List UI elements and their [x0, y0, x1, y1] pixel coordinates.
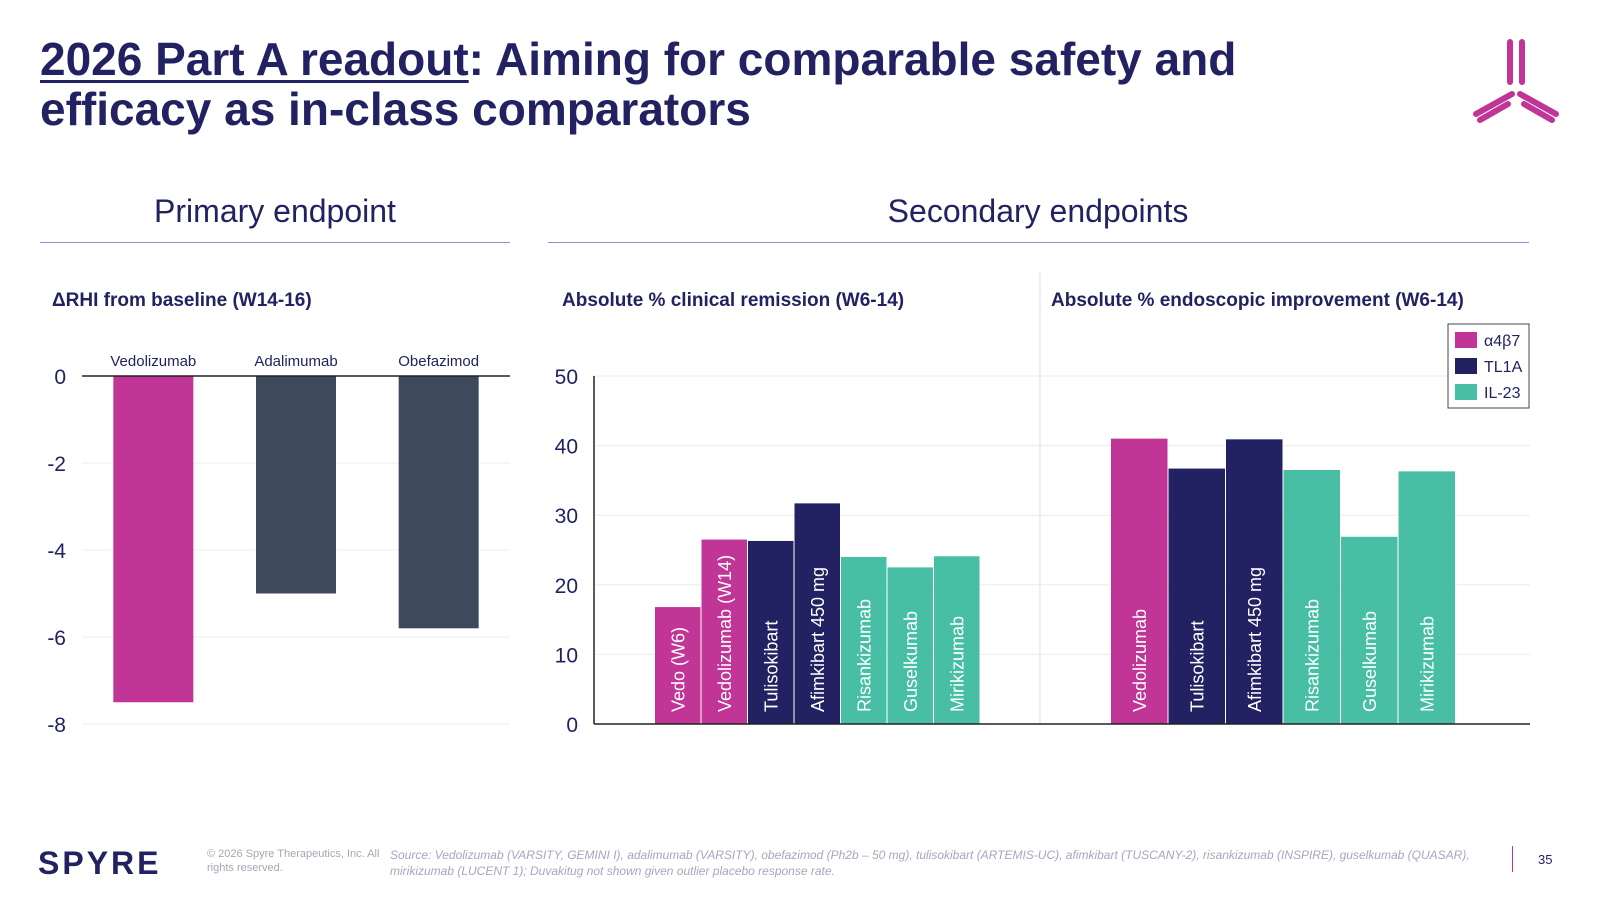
legend-swatch-4-7 [1455, 332, 1477, 348]
primary-divider [40, 242, 510, 243]
rhi-bar-obefazimod [398, 376, 479, 629]
secondary-y-tick-label: 40 [555, 436, 578, 459]
remission-bar-label: Vedolizumab (W14) [715, 555, 735, 712]
company-logo-icon [1473, 39, 1559, 123]
endoscopic-bar-label: Vedolizumab [1130, 609, 1150, 712]
primary-endpoint-heading: Primary endpoint [154, 193, 396, 229]
rhi-y-tick-label: 0 [54, 366, 66, 389]
rhi-category-label: Obefazimod [398, 353, 479, 370]
remission-bar-afimkibart-450-mg [794, 503, 840, 724]
copyright-text: © 2026 Spyre Therapeutics, Inc. All righ… [207, 848, 380, 874]
remission-bar-tulisokibart [748, 540, 794, 724]
legend-swatch-il-23 [1455, 384, 1477, 400]
endoscopic-bar-afimkibart-450-mg [1226, 439, 1283, 724]
secondary-y-tick-label: 20 [555, 575, 578, 598]
endoscopic-bar-guselkumab [1341, 536, 1398, 724]
rhi-category-label: Vedolizumab [110, 353, 196, 370]
spyre-wordmark: SPYRE [38, 845, 162, 881]
remission-bar-label: Tulisokibart [761, 621, 781, 712]
endoscopic-bar-vedolizumab [1111, 438, 1168, 724]
rhi-chart-title: ΔRHI from baseline (W14-16) [52, 290, 312, 311]
legend-label: IL-23 [1484, 385, 1521, 402]
title-highlight: 2026 Part A readout [40, 33, 469, 85]
rhi-y-tick-label: -6 [47, 627, 66, 650]
rhi-bar-adalimumab [256, 376, 336, 594]
endoscopic-bar-mirikizumab [1398, 471, 1455, 724]
remission-bar-mirikizumab [934, 556, 980, 724]
endoscopic-bar-label: Tulisokibart [1187, 621, 1207, 712]
secondary-y-tick-label: 50 [555, 366, 578, 389]
remission-bar-risankizumab [841, 556, 887, 724]
remission-bar-label: Mirikizumab [947, 616, 967, 712]
page-number: 35 [1538, 852, 1553, 867]
endoscopic-bar-risankizumab [1283, 469, 1340, 724]
remission-bar-label: Risankizumab [854, 599, 874, 712]
endoscopic-bar-label: Risankizumab [1302, 599, 1322, 712]
legend-label: TL1A [1484, 359, 1523, 376]
remission-bar-vedo-w6 [655, 607, 701, 724]
remission-chart-title: Absolute % clinical remission (W6-14) [562, 290, 905, 311]
title-rest: : Aiming for comparable safety and effic… [40, 33, 1237, 135]
page-title: 2026 Part A readout: Aiming for comparab… [40, 34, 1380, 134]
legend-label: α4β7 [1484, 333, 1520, 350]
secondary-y-tick-label: 10 [555, 644, 578, 667]
secondary-y-tick-label: 0 [566, 714, 578, 737]
remission-bar-vedolizumab-w14 [701, 539, 747, 724]
remission-bar-label: Guselkumab [901, 611, 921, 712]
endoscopic-chart-title: Absolute % endoscopic improvement (W6-14… [1051, 290, 1464, 311]
secondary-endpoints-heading: Secondary endpoints [887, 193, 1189, 229]
rhi-y-tick-label: -4 [47, 540, 66, 563]
source-note: Source: Vedolizumab (VARSITY, GEMINI I),… [390, 848, 1470, 878]
legend-swatch-tl1a [1455, 358, 1477, 374]
rhi-y-tick-label: -2 [47, 453, 66, 476]
rhi-y-tick-label: -8 [47, 714, 66, 737]
endoscopic-bar-label: Afimkibart 450 mg [1245, 567, 1265, 712]
remission-bar-label: Afimkibart 450 mg [808, 567, 828, 712]
endoscopic-bar-tulisokibart [1168, 468, 1225, 724]
endoscopic-bar-label: Mirikizumab [1417, 616, 1437, 712]
remission-bar-guselkumab [887, 567, 933, 724]
secondary-divider [548, 242, 1529, 243]
remission-bar-label: Vedo (W6) [668, 627, 688, 712]
page-number-divider [1512, 846, 1513, 872]
secondary-y-tick-label: 30 [555, 505, 578, 528]
rhi-bar-vedolizumab [113, 376, 194, 703]
rhi-category-label: Adalimumab [254, 353, 337, 370]
endoscopic-bar-label: Guselkumab [1360, 611, 1380, 712]
